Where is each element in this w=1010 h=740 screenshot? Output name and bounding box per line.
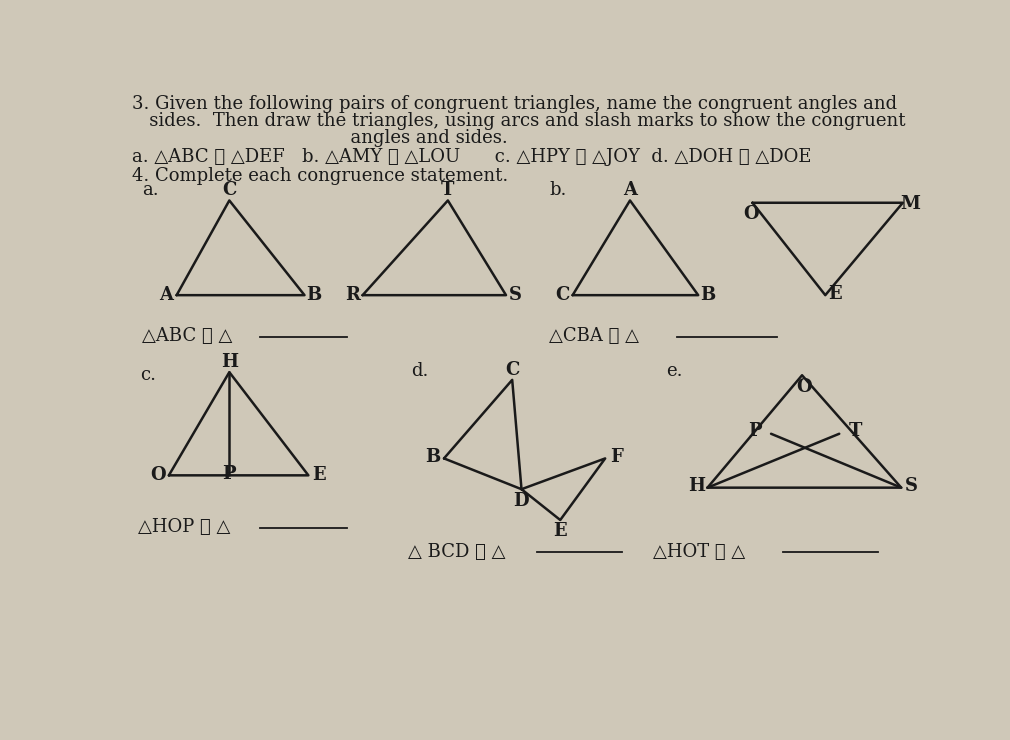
Text: A: A [623, 181, 637, 200]
Text: a.: a. [141, 181, 159, 199]
Text: S: S [905, 477, 918, 495]
Text: R: R [345, 286, 360, 304]
Text: O: O [796, 378, 811, 396]
Text: a. △ABC ≅ △DEF   b. △AMY ≅ △LOU      c. △HPY ≅ △JOY  d. △DOH ≅ △DOE: a. △ABC ≅ △DEF b. △AMY ≅ △LOU c. △HPY ≅ … [132, 148, 812, 166]
Text: B: B [700, 286, 715, 304]
Text: c.: c. [140, 366, 157, 384]
Text: F: F [610, 448, 623, 466]
Text: △HOT ≅ △: △HOT ≅ △ [653, 543, 745, 561]
Text: P: P [748, 422, 762, 440]
Text: b.: b. [549, 181, 567, 199]
Text: H: H [688, 477, 705, 495]
Text: C: C [222, 181, 236, 200]
Text: E: E [312, 466, 326, 485]
Text: O: O [743, 204, 759, 223]
Text: △HOP ≅ △: △HOP ≅ △ [138, 519, 230, 536]
Text: O: O [150, 466, 166, 485]
Text: 3. Given the following pairs of congruent triangles, name the congruent angles a: 3. Given the following pairs of congruen… [132, 95, 898, 113]
Text: S: S [509, 286, 522, 304]
Text: △ BCD ≅ △: △ BCD ≅ △ [408, 543, 505, 561]
Text: △CBA ≅ △: △CBA ≅ △ [549, 328, 639, 346]
Text: ·: · [143, 186, 146, 196]
Text: A: A [160, 286, 174, 304]
Text: H: H [221, 353, 237, 371]
Text: d.: d. [411, 362, 429, 380]
Text: P: P [222, 465, 236, 482]
Text: △ABC ≅ △: △ABC ≅ △ [141, 328, 232, 346]
Text: B: B [425, 448, 440, 466]
Text: C: C [505, 361, 519, 379]
Text: C: C [556, 286, 570, 304]
Text: 4. Complete each congruence statement.: 4. Complete each congruence statement. [132, 167, 509, 185]
Text: B: B [306, 286, 321, 304]
Text: sides.  Then draw the triangles, using arcs and slash marks to show the congruen: sides. Then draw the triangles, using ar… [132, 112, 906, 130]
Text: T: T [441, 181, 454, 200]
Text: D: D [514, 492, 529, 510]
Text: T: T [848, 422, 862, 440]
Text: E: E [553, 522, 567, 539]
Text: E: E [828, 285, 841, 303]
Text: M: M [901, 195, 920, 213]
Text: angles and sides.: angles and sides. [132, 129, 508, 147]
Text: e.: e. [667, 362, 683, 380]
